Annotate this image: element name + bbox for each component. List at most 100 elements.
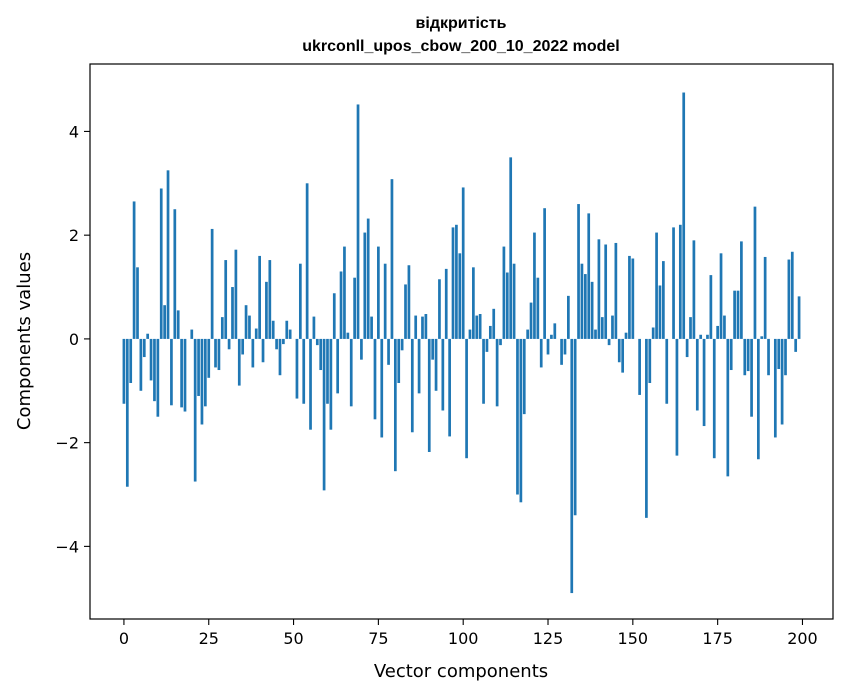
y-tick-label-0: −4: [55, 537, 79, 556]
bar-162: [672, 227, 675, 339]
x-tick-label-75: 75: [368, 629, 388, 648]
bar-46: [278, 338, 282, 376]
bar-169: [695, 338, 699, 411]
bar-164: [678, 224, 682, 339]
bar-99: [458, 253, 462, 339]
bar-37: [248, 315, 251, 339]
bar-25: [207, 338, 211, 378]
bar-105: [478, 314, 482, 339]
bar-193: [777, 338, 781, 369]
bar-67: [349, 338, 353, 407]
bar-73: [370, 316, 373, 339]
bar-64: [339, 271, 343, 339]
bar-15: [173, 209, 177, 339]
bar-116: [516, 338, 519, 495]
bar-91: [431, 338, 435, 360]
bar-74: [373, 338, 377, 420]
bar-45: [275, 338, 278, 350]
bar-152: [638, 338, 641, 395]
bar-107: [485, 338, 489, 352]
bar-82: [400, 338, 404, 351]
bar-139: [594, 329, 597, 339]
bar-173: [709, 275, 713, 339]
bar-121: [533, 232, 536, 339]
bar-10: [156, 338, 160, 417]
bar-197: [790, 251, 794, 339]
bar-113: [505, 272, 509, 339]
bar-184: [746, 338, 750, 372]
chart-title-line2: ukrconll_upos_cbow_200_10_2022 model: [302, 38, 619, 55]
bar-130: [563, 338, 567, 355]
bar-59: [322, 338, 326, 491]
bar-109: [492, 308, 496, 339]
bar-168: [692, 240, 696, 339]
bar-93: [438, 279, 441, 339]
bar-32: [231, 287, 234, 339]
bar-31: [227, 338, 231, 350]
x-tick-label-100: 100: [448, 629, 479, 648]
x-axis-ticks: 0 25 50 75 100 125 150 175 200: [119, 619, 818, 648]
bar-43: [268, 260, 272, 339]
bar-6: [142, 338, 146, 358]
bar-28: [217, 338, 221, 371]
bar-92: [434, 338, 438, 391]
x-axis-label: Vector components: [374, 661, 548, 682]
bar-1: [125, 338, 129, 487]
bar-98: [455, 224, 458, 339]
bar-179: [729, 338, 733, 371]
bar-134: [577, 204, 580, 339]
bar-56: [312, 316, 316, 339]
bar-69: [356, 104, 360, 339]
bar-30: [224, 260, 228, 339]
bar-186: [753, 206, 757, 339]
bar-24: [203, 338, 207, 407]
bar-62: [332, 293, 336, 339]
bar-178: [726, 338, 730, 477]
bar-189: [763, 256, 767, 339]
bar-102: [468, 329, 472, 339]
x-tick-label-150: 150: [618, 629, 649, 648]
bar-156: [651, 327, 655, 339]
bar-148: [624, 332, 628, 339]
bar-150: [631, 258, 635, 339]
bar-57: [315, 338, 319, 346]
bar-35: [241, 338, 245, 355]
y-tick-label-3: 2: [69, 226, 79, 245]
bar-87: [417, 338, 421, 394]
bar-75: [377, 246, 380, 339]
y-tick-label-1: −2: [55, 434, 79, 453]
bar-131: [567, 295, 570, 339]
bar-194: [780, 338, 784, 425]
bar-97: [451, 227, 455, 339]
bar-118: [522, 338, 526, 415]
plot-frame: [89, 63, 834, 620]
bar-199: [797, 296, 801, 339]
x-tick-label-25: 25: [199, 629, 219, 648]
bar-159: [662, 261, 665, 339]
bar-47: [282, 338, 285, 345]
bar-85: [410, 338, 414, 433]
bar-39: [254, 328, 258, 339]
bar-18: [183, 338, 187, 412]
bar-122: [536, 277, 540, 339]
bar-89: [424, 314, 428, 339]
bar-70: [360, 338, 363, 360]
bar-146: [617, 338, 621, 363]
y-tick-label-4: 4: [69, 122, 79, 141]
bar-71: [363, 232, 367, 339]
bar-40: [258, 255, 261, 339]
chart-title-line1: відкритість: [416, 15, 507, 32]
bar-61: [329, 338, 333, 430]
bar-181: [736, 290, 740, 339]
bar-80: [393, 338, 397, 472]
bars-group: [122, 92, 801, 594]
bar-192: [773, 338, 777, 438]
bar-170: [699, 334, 703, 339]
bar-41: [261, 338, 265, 363]
bar-16: [176, 310, 180, 339]
bar-123: [539, 338, 543, 368]
bar-136: [583, 274, 587, 339]
bar-117: [519, 338, 523, 503]
bar-14: [170, 338, 173, 406]
bar-13: [166, 170, 170, 339]
